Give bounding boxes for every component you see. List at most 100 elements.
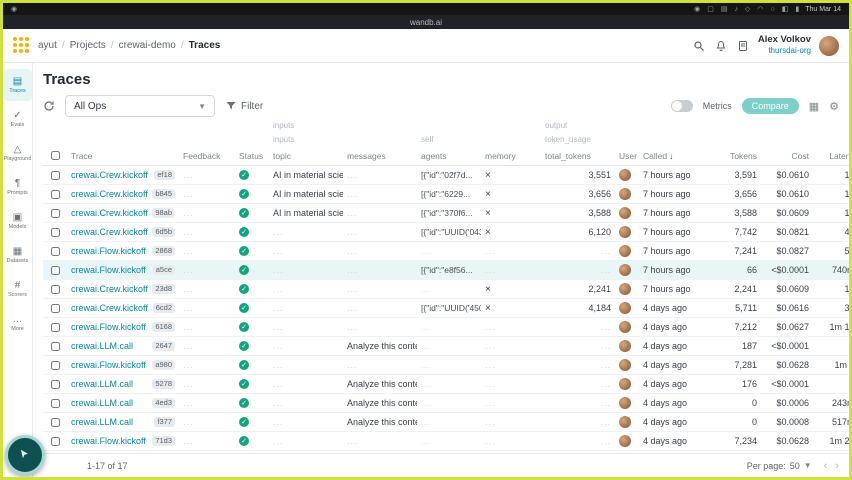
trace-cell[interactable]: crewai.LLM.call 4ed3 [67, 398, 179, 408]
column-header-tokens[interactable]: Tokens [730, 150, 757, 161]
select-all-checkbox[interactable] [43, 151, 67, 160]
trace-name[interactable]: crewai.Crew.kickoff [71, 227, 148, 237]
trace-name[interactable]: crewai.Flow.kickoff [71, 436, 146, 446]
user-block[interactable]: Alex Volkov thursdai-org [758, 35, 811, 56]
trace-name[interactable]: crewai.Crew.kickoff [71, 170, 148, 180]
per-page-select[interactable]: Per page: 50 ▼ [747, 461, 812, 471]
column-header-topic[interactable]: topic [273, 150, 291, 161]
row-checkbox-input[interactable] [50, 379, 60, 389]
wandb-logo-icon[interactable] [13, 37, 30, 54]
trace-cell[interactable]: crewai.Crew.kickoff 6cd2 [67, 303, 179, 313]
row-checkbox-input[interactable] [50, 360, 60, 370]
column-header-called[interactable]: Called ↓ [643, 150, 674, 161]
row-checkbox-input[interactable] [50, 417, 60, 427]
ops-selector[interactable]: All Ops ▼ [65, 95, 215, 117]
trace-cell[interactable]: crewai.Crew.kickoff 98ab [67, 208, 179, 218]
row-checkbox-input[interactable] [50, 436, 60, 446]
row-checkbox[interactable] [43, 398, 67, 408]
column-header-status[interactable]: Status [239, 150, 264, 161]
trace-cell[interactable]: crewai.Crew.kickoff b845 [67, 189, 179, 199]
sidebar-item-scorers[interactable]: # Scorers [4, 273, 32, 305]
row-checkbox[interactable] [43, 227, 67, 237]
refresh-icon[interactable] [43, 100, 55, 112]
trace-name[interactable]: crewai.Flow.kickoff [71, 360, 146, 370]
battery-icon[interactable]: ▮ [795, 5, 800, 13]
row-checkbox[interactable] [43, 246, 67, 256]
row-checkbox-input[interactable] [50, 322, 60, 332]
table-row[interactable]: crewai.Crew.kickoff 98ab... ✓ AI in materia… [43, 204, 849, 223]
trace-cell[interactable]: crewai.Crew.kickoff 6d5b [67, 227, 179, 237]
screen-share-bubble[interactable] [5, 435, 45, 475]
column-header-messages[interactable]: messages [347, 150, 386, 161]
search-icon[interactable]: ○ [770, 5, 775, 13]
table-row[interactable]: crewai.Crew.kickoff 6d5b... ✓...... [{"id":… [43, 223, 849, 242]
row-checkbox[interactable] [43, 189, 67, 199]
trace-name[interactable]: crewai.Crew.kickoff [71, 208, 148, 218]
row-checkbox-input[interactable] [50, 246, 60, 256]
row-checkbox[interactable] [43, 284, 67, 294]
table-row[interactable]: crewai.LLM.call f377... ✓... Analyze this c… [43, 413, 849, 432]
trace-name[interactable]: crewai.LLM.call [71, 341, 134, 351]
avatar[interactable] [819, 35, 839, 56]
trace-cell[interactable]: crewai.LLM.call 5278 [67, 379, 179, 389]
breadcrumb-projects[interactable]: Projects [69, 40, 106, 51]
sidebar-item-traces[interactable]: ▤ Traces [3, 69, 32, 101]
screen-record-icon[interactable]: ◉ [694, 5, 701, 13]
trace-name[interactable]: crewai.Flow.kickoff [71, 265, 146, 275]
music-icon[interactable]: ♪ [734, 5, 738, 13]
table-row[interactable]: crewai.Flow.kickoff 6168... ✓.............… [43, 318, 849, 337]
row-checkbox-input[interactable] [50, 170, 60, 180]
trace-cell[interactable]: crewai.Flow.kickoff 2868 [67, 246, 179, 256]
search-icon[interactable] [692, 39, 706, 53]
row-checkbox-input[interactable] [50, 341, 60, 351]
bluetooth-icon[interactable]: ◇ [744, 5, 751, 13]
row-checkbox-input[interactable] [50, 284, 60, 294]
row-checkbox-input[interactable] [50, 303, 60, 313]
compare-button[interactable]: Compare [741, 98, 799, 114]
table-row[interactable]: crewai.Crew.kickoff b845... ✓ AI in materia… [43, 185, 849, 204]
row-checkbox-input[interactable] [50, 398, 60, 408]
display-icon[interactable]: ▢ [707, 5, 714, 13]
table-row[interactable]: crewai.Flow.kickoff a5ce... ✓...... [{"id":… [43, 261, 849, 280]
trace-cell[interactable]: crewai.LLM.call f377 [67, 417, 179, 427]
table-row[interactable]: crewai.LLM.call 4ed3... ✓... Analyze this c… [43, 394, 849, 413]
row-checkbox[interactable] [43, 436, 67, 446]
trace-name[interactable]: crewai.Flow.kickoff [71, 246, 146, 256]
breadcrumb-entity[interactable]: ayut [38, 40, 57, 51]
keyboard-icon[interactable]: ▤ [720, 5, 728, 13]
table-row[interactable]: crewai.LLM.call 2647... ✓... Analyze this c… [43, 337, 849, 356]
column-header-agents[interactable]: agents [421, 150, 447, 161]
trace-cell[interactable]: crewai.Flow.kickoff a980 [67, 360, 179, 370]
row-checkbox[interactable] [43, 265, 67, 275]
sidebar-item-evals[interactable]: ✓ Evals [4, 103, 32, 135]
column-header-feedback[interactable]: Feedback [183, 150, 221, 161]
row-checkbox[interactable] [43, 208, 67, 218]
trace-cell[interactable]: crewai.Crew.kickoff 23d8 [67, 284, 179, 294]
row-checkbox[interactable] [43, 322, 67, 332]
row-checkbox[interactable] [43, 170, 67, 180]
metrics-toggle[interactable] [670, 100, 693, 112]
column-header-memory[interactable]: memory [485, 150, 516, 161]
docs-icon[interactable] [736, 39, 750, 53]
row-checkbox[interactable] [43, 303, 67, 313]
trace-cell[interactable]: crewai.Flow.kickoff a5ce [67, 265, 179, 275]
filter-button[interactable]: Filter [225, 100, 263, 112]
sidebar-item-more[interactable]: … More [4, 307, 32, 339]
row-checkbox-input[interactable] [50, 227, 60, 237]
table-row[interactable]: crewai.Flow.kickoff a980... ✓.............… [43, 356, 849, 375]
breadcrumb-project[interactable]: crewai-demo [118, 40, 176, 51]
bell-icon[interactable] [714, 39, 728, 53]
row-checkbox[interactable] [43, 360, 67, 370]
table-row[interactable]: crewai.Crew.kickoff 23d8... ✓......... × 2,2… [43, 280, 849, 299]
table-row[interactable]: crewai.LLM.call 5278... ✓... Analyze this c… [43, 375, 849, 394]
columns-icon[interactable]: ▦ [808, 100, 820, 113]
settings-gear-icon[interactable]: ⚙ [829, 100, 839, 113]
control-center-icon[interactable]: ◧ [781, 5, 789, 13]
column-header-trace[interactable]: Trace [71, 150, 93, 161]
next-page-button[interactable]: › [835, 459, 839, 472]
column-header-latency[interactable]: Latency [829, 150, 851, 161]
trace-cell[interactable]: crewai.LLM.call 2647 [67, 341, 179, 351]
trace-cell[interactable]: crewai.Crew.kickoff ef18 [67, 170, 179, 180]
trace-cell[interactable]: crewai.Flow.kickoff 6168 [67, 322, 179, 332]
table-row[interactable]: crewai.Crew.kickoff 6cd2... ✓...... [{"id":… [43, 299, 849, 318]
